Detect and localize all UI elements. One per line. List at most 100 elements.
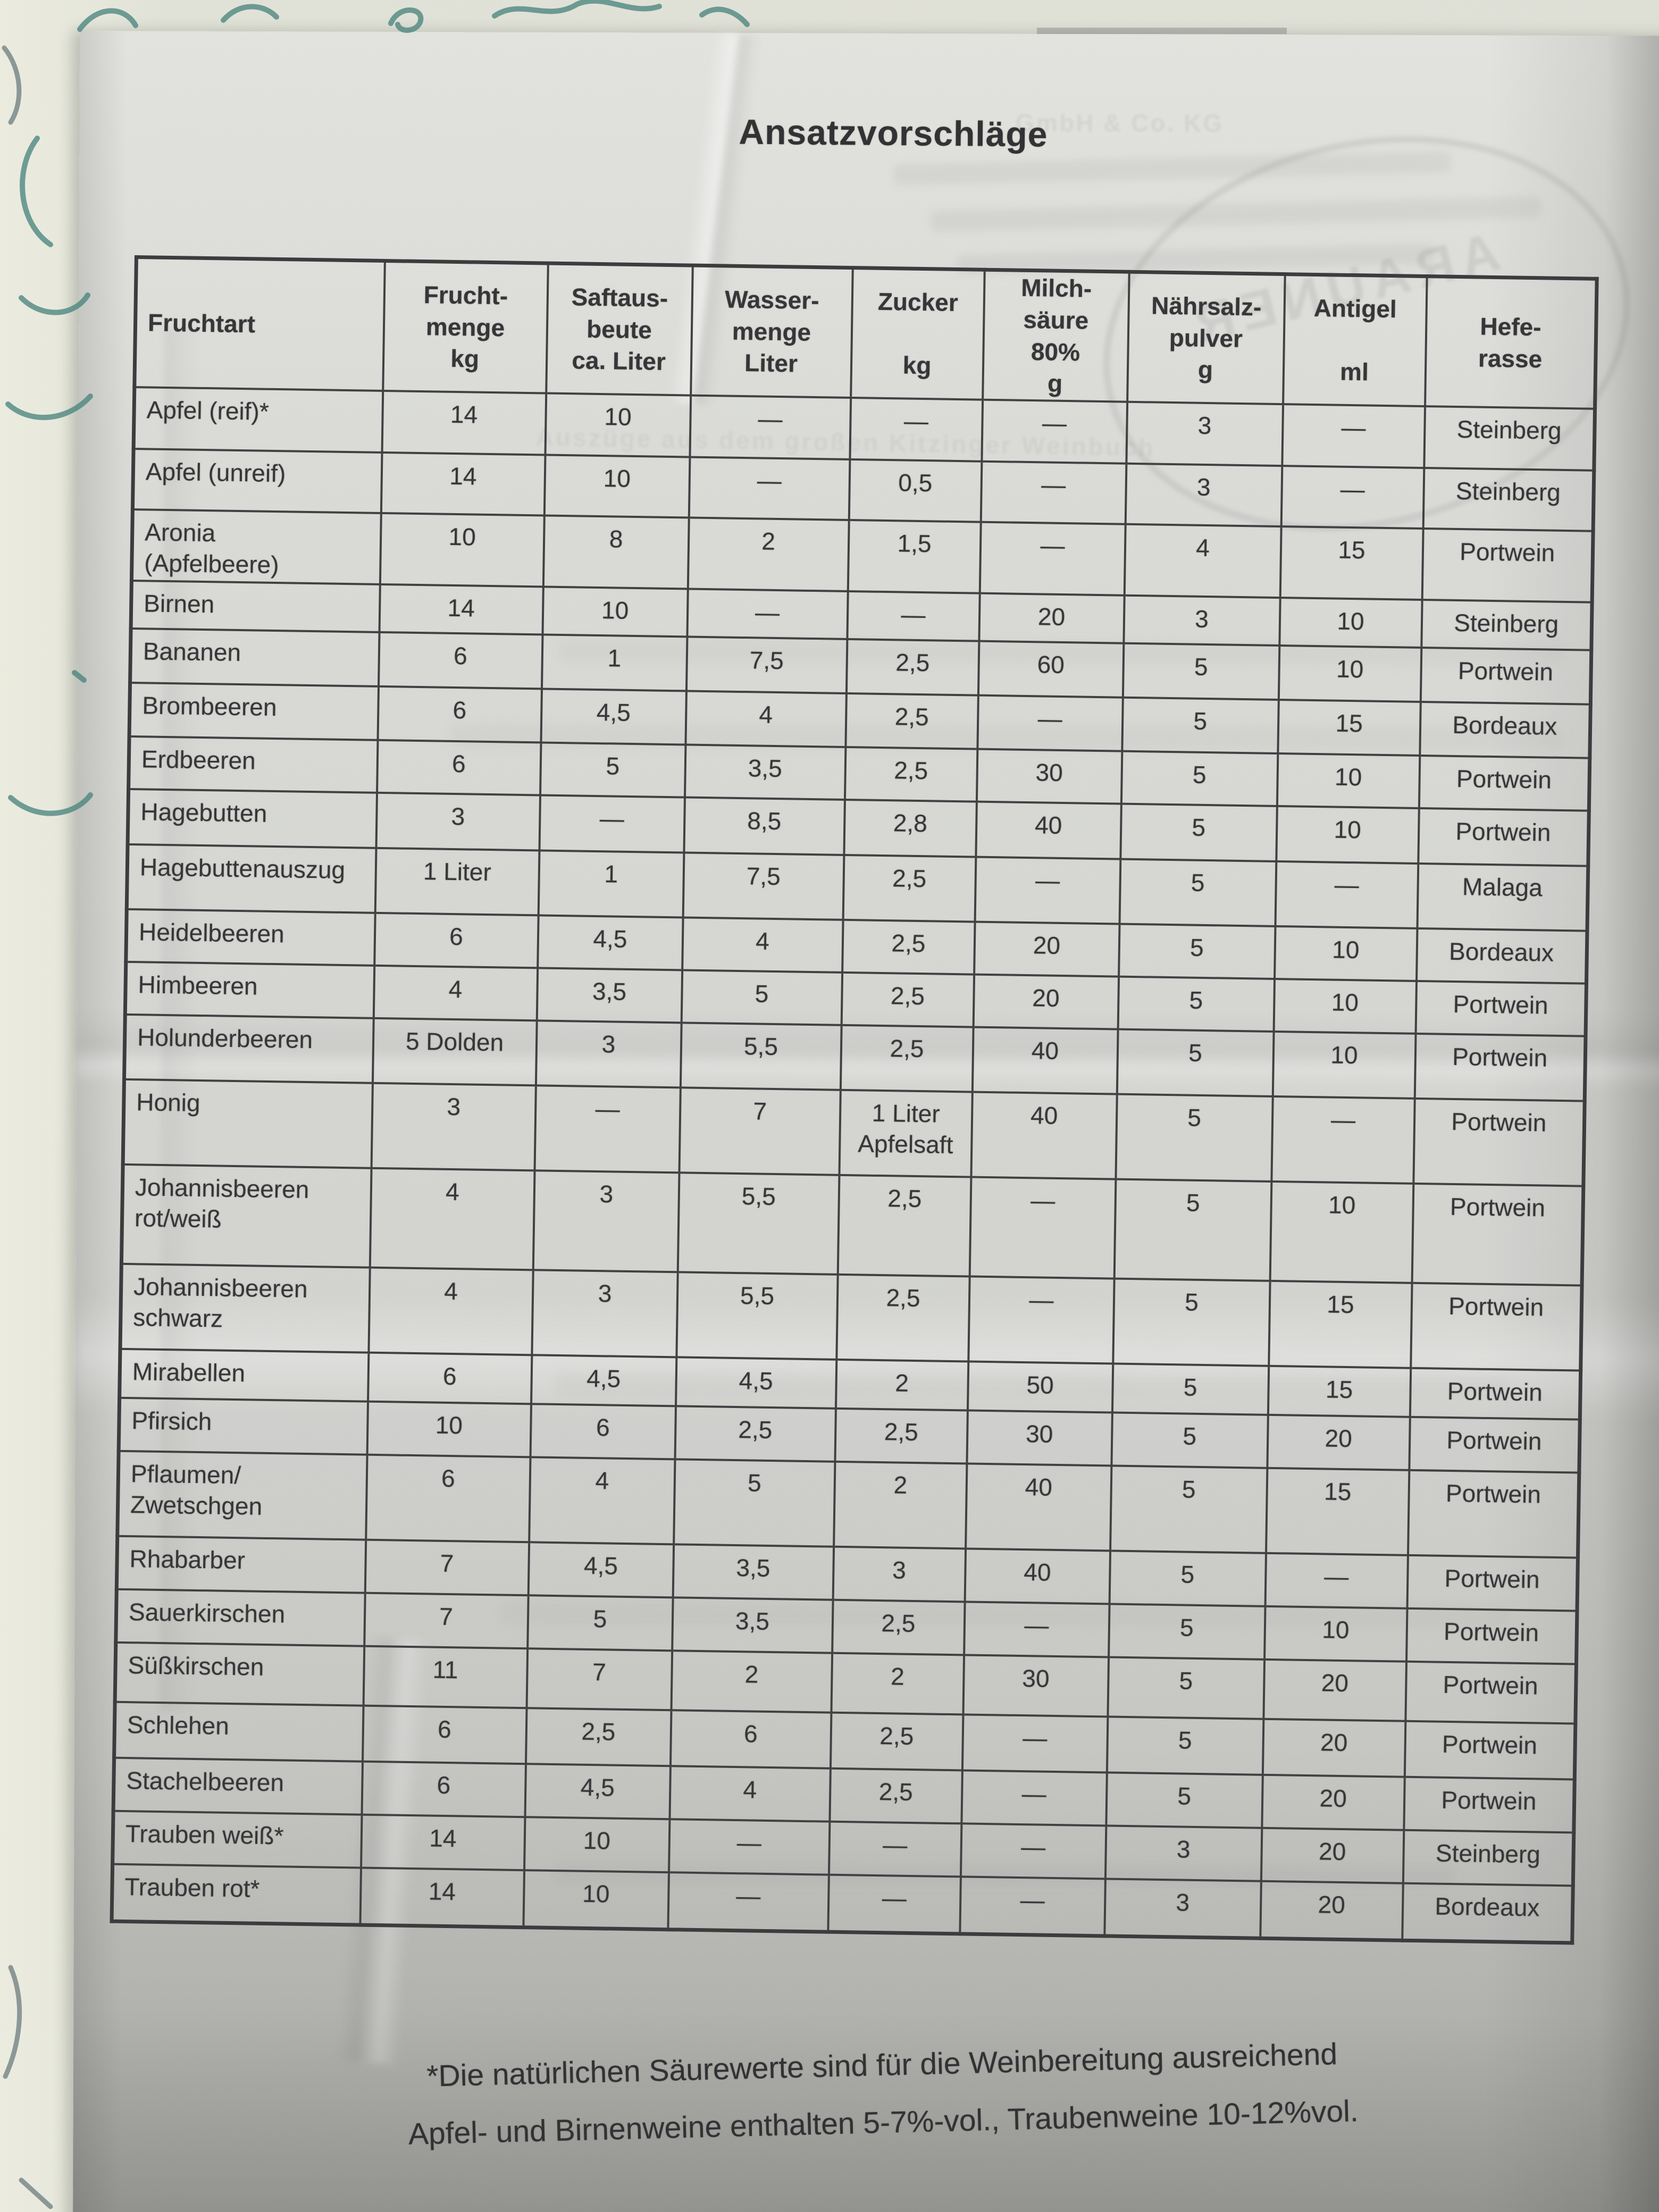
cell-saftausbeute: 4 (529, 1457, 675, 1545)
cell-antigel: — (1275, 861, 1418, 929)
cell-milchsaeure: — (959, 1876, 1105, 1936)
cell-zucker: 2,5 (829, 1768, 962, 1824)
cell-hefe: Portwein (1422, 529, 1594, 602)
cell-saftausbeute: 1 (538, 850, 684, 918)
cell-hefe: Portwein (1409, 1417, 1580, 1473)
cell-fruchtart: Apfel (unreif) (132, 449, 382, 514)
cell-fruchtmenge: 6 (376, 740, 541, 795)
cell-milchsaeure: 60 (978, 641, 1124, 698)
cell-milchsaeure: 20 (978, 593, 1125, 643)
column-header-zucker: Zucker kg (850, 267, 985, 400)
cell-zucker: 2,5 (836, 1275, 970, 1362)
cell-wassermenge: 3,5 (672, 1597, 833, 1653)
cell-naehrsalz: 5 (1119, 859, 1276, 927)
cell-milchsaeure: 40 (965, 1548, 1110, 1604)
cell-fruchtmenge: 11 (363, 1646, 527, 1708)
cell-saftausbeute: 3,5 (537, 968, 682, 1023)
cell-hefe: Bordeaux (1419, 702, 1591, 758)
cell-antigel: 15 (1280, 526, 1423, 600)
cell-fruchtart: Aronia (Apfelbeere) (131, 509, 381, 585)
cell-hefe: Portwein (1410, 1368, 1581, 1420)
cell-naehrsalz: 5 (1107, 1657, 1264, 1719)
cell-wassermenge: — (689, 457, 850, 521)
cell-wassermenge: — (689, 395, 851, 460)
cell-saftausbeute: 3 (535, 1020, 682, 1088)
cell-antigel: 20 (1267, 1415, 1410, 1470)
cell-naehrsalz: 3 (1126, 401, 1283, 466)
cell-antigel: 10 (1273, 979, 1417, 1034)
cell-zucker: 2,5 (845, 693, 978, 749)
cell-naehrsalz: 4 (1124, 524, 1281, 598)
cell-milchsaeure: — (981, 399, 1127, 464)
cell-milchsaeure: — (963, 1602, 1110, 1657)
cell-wassermenge: 4,5 (675, 1357, 836, 1409)
cell-zucker: 2 (831, 1653, 964, 1715)
cell-milchsaeure: — (961, 1770, 1107, 1826)
cell-fruchtmenge: 6 (362, 1761, 526, 1817)
cell-saftausbeute: 5 (527, 1595, 673, 1651)
cell-wassermenge: 5,5 (677, 1172, 839, 1275)
cell-antigel: 15 (1266, 1468, 1409, 1555)
cell-milchsaeure: — (975, 857, 1120, 924)
cell-milchsaeure: 20 (973, 974, 1119, 1029)
cell-antigel: — (1281, 466, 1424, 529)
cell-hefe: Portwein (1415, 981, 1587, 1036)
cell-fruchtart: Johannisbeeren schwarz (120, 1264, 370, 1353)
cell-zucker: 1 Liter Apfelsaft (839, 1090, 973, 1177)
cell-zucker: — (827, 1874, 961, 1934)
cell-milchsaeure: — (968, 1276, 1115, 1364)
cell-fruchtart: Himbeeren (125, 962, 374, 1019)
cell-zucker: 2 (835, 1359, 968, 1411)
cell-fruchtart: Pfirsich (119, 1398, 368, 1455)
table-header-row: Fruchtart Frucht- menge kg Saftaus- beute … (134, 257, 1597, 409)
cell-antigel: 10 (1279, 598, 1422, 648)
cell-naehrsalz: 5 (1112, 1278, 1270, 1367)
cell-wassermenge: 2 (671, 1650, 832, 1713)
cell-wassermenge: 5,5 (680, 1023, 842, 1091)
cell-saftausbeute: 10 (542, 586, 688, 637)
cell-antigel: 10 (1270, 1182, 1413, 1284)
cell-fruchtmenge: 6 (374, 913, 539, 968)
cell-antigel: 10 (1278, 646, 1421, 702)
cell-antigel: — (1271, 1096, 1415, 1184)
cell-saftausbeute: 4,5 (540, 689, 686, 745)
cell-saftausbeute: 10 (545, 393, 691, 457)
cell-zucker: 2,5 (832, 1599, 965, 1655)
cell-naehrsalz: 3 (1105, 1825, 1262, 1881)
cell-hefe: Portwein (1403, 1777, 1575, 1833)
cell-fruchtmenge: 6 (365, 1454, 531, 1543)
cell-fruchtart: Hagebuttenauszug (127, 844, 376, 914)
column-header-wassermenge: Wasser- menge Liter (690, 265, 853, 398)
cell-hefe: Steinberg (1403, 1830, 1574, 1886)
cell-antigel: 20 (1261, 1774, 1405, 1830)
cell-saftausbeute: 3 (533, 1170, 680, 1272)
cell-fruchtmenge: 6 (367, 1352, 532, 1404)
cell-wassermenge: 3,5 (684, 744, 845, 800)
cell-fruchtart: Holunderbeeren (124, 1015, 374, 1083)
cell-fruchtmenge: 14 (359, 1867, 524, 1928)
cell-wassermenge: 7 (679, 1087, 841, 1176)
cell-hefe: Portwein (1414, 1034, 1586, 1101)
cell-zucker: — (828, 1821, 961, 1877)
cell-naehrsalz: 3 (1125, 463, 1282, 527)
cell-antigel: 20 (1262, 1719, 1405, 1777)
cell-wassermenge: 7,5 (683, 852, 844, 920)
cell-zucker: 0,5 (849, 459, 982, 522)
cell-antigel: 20 (1261, 1828, 1404, 1883)
cell-fruchtart: Erdbeeren (128, 736, 378, 793)
cell-wassermenge: 4 (685, 691, 847, 748)
cell-antigel: 10 (1276, 806, 1419, 864)
cell-hefe: Steinberg (1421, 600, 1593, 650)
cell-antigel: 20 (1263, 1659, 1406, 1721)
cell-saftausbeute: 7 (526, 1648, 672, 1711)
cell-fruchtart: Honig (123, 1079, 373, 1168)
cell-fruchtart: Trauben weiß* (112, 1811, 362, 1868)
cell-fruchtmenge: 3 (376, 793, 540, 851)
cell-hefe: Portwein (1406, 1608, 1577, 1664)
cell-saftausbeute: 10 (523, 1870, 669, 1930)
cell-saftausbeute: 2,5 (525, 1708, 672, 1766)
cell-fruchtmenge: 4 (373, 966, 538, 1021)
cell-hefe: Steinberg (1423, 468, 1594, 531)
cell-fruchtmenge: 14 (382, 391, 546, 455)
